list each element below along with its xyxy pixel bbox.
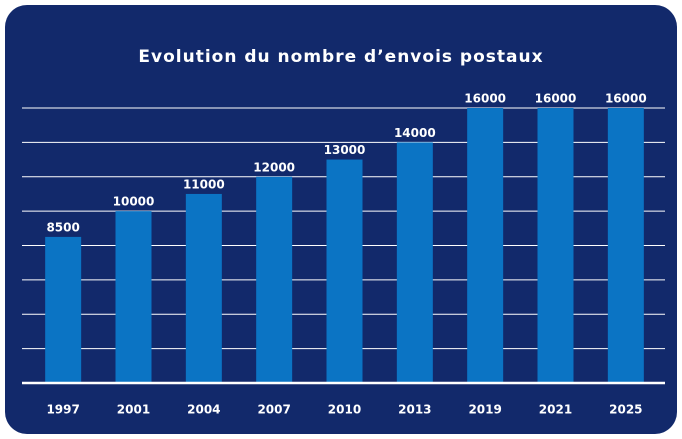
bar	[45, 236, 82, 383]
bar	[396, 142, 433, 383]
x-tick-label: 2021	[539, 403, 572, 417]
x-tick-label: 1997	[46, 403, 79, 417]
bar	[115, 211, 152, 383]
value-label: 11000	[183, 177, 225, 191]
value-label: 13000	[324, 143, 366, 157]
bar	[326, 159, 363, 383]
x-tick-label: 2010	[328, 403, 361, 417]
x-tick-label: 2007	[257, 403, 290, 417]
bar	[185, 193, 222, 383]
bar	[467, 108, 504, 383]
x-tick-label: 2004	[187, 403, 220, 417]
x-tick-label: 2025	[609, 403, 642, 417]
value-label: 8500	[46, 220, 79, 234]
bar	[256, 176, 293, 383]
value-label: 12000	[253, 160, 295, 174]
bar	[537, 108, 574, 383]
x-tick-label: 2019	[468, 403, 501, 417]
value-label: 16000	[605, 92, 647, 106]
value-label: 10000	[113, 195, 155, 209]
x-tick-label: 2013	[398, 403, 431, 417]
value-label: 14000	[394, 126, 436, 140]
x-tick-label: 2001	[117, 403, 150, 417]
chart-title: Evolution du nombre d’envois postaux	[138, 47, 543, 67]
value-label: 16000	[535, 92, 577, 106]
value-label: 16000	[464, 92, 506, 106]
bar	[607, 108, 644, 383]
